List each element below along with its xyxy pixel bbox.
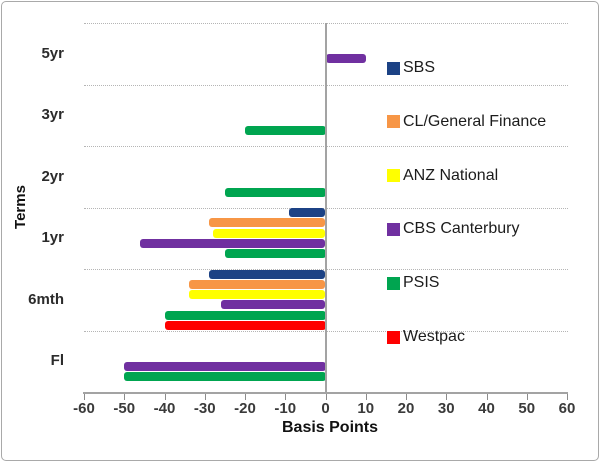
- x-axis-title: Basis Points: [281, 419, 379, 436]
- y-axis-title: Terms: [12, 185, 29, 229]
- legend-label-westpac: Westpac: [403, 328, 465, 345]
- bar-cbs-canterbury-6mth: [220, 300, 326, 310]
- legend-swatch-psis-icon: [387, 276, 400, 290]
- x-tick-label: -20: [234, 400, 256, 417]
- category-label-1yr: 1yr: [41, 229, 64, 247]
- legend-swatch-cbs-canterbury-icon: [387, 222, 400, 236]
- category-label-2yr: 2yr: [41, 167, 64, 185]
- x-tick-label: -50: [113, 400, 136, 417]
- x-axis-tick: [325, 394, 327, 400]
- bar-cbs-canterbury-fl: [124, 361, 326, 371]
- x-axis-tick: [285, 394, 287, 400]
- bar-sbs-6mth: [208, 269, 326, 279]
- x-axis-tick: [204, 394, 206, 400]
- x-axis-tick: [406, 394, 407, 400]
- bar-cbs-canterbury-1yr: [140, 238, 326, 248]
- bar-cbs-canterbury-5yr: [325, 54, 366, 64]
- legend-label-psis: PSIS: [403, 274, 440, 292]
- legend-item-anz-national: ANZ National: [387, 167, 498, 185]
- x-tick-label: 0: [321, 400, 330, 417]
- bar-cl-general-finance-1yr: [208, 218, 326, 228]
- legend-item-westpac: Westpac: [387, 328, 465, 346]
- x-tick-label: 60: [558, 400, 576, 417]
- legend-item-psis: PSIS: [387, 274, 439, 292]
- legend-label-cl-general-finance: CL/General Finance: [403, 112, 547, 130]
- x-axis-line: [83, 392, 568, 394]
- legend-label-sbs: SBS: [403, 59, 436, 76]
- x-axis-tick: [365, 394, 367, 400]
- bar-anz-national-6mth: [188, 290, 326, 300]
- x-tick-label: 10: [357, 400, 375, 417]
- x-axis-tick: [245, 394, 246, 400]
- zero-axis-line: [324, 23, 327, 392]
- x-axis-tick: [164, 394, 166, 400]
- legend-item-sbs: SBS: [387, 59, 435, 77]
- bar-psis-1yr: [224, 249, 326, 259]
- x-tick-label: 30: [437, 400, 455, 417]
- legend-label-anz-national: ANZ National: [403, 166, 499, 184]
- legend-swatch-westpac-icon: [387, 330, 400, 344]
- x-tick-label: -40: [153, 400, 176, 417]
- bar-psis-fl: [124, 372, 326, 382]
- legend-swatch-cl-general-finance-icon: [387, 115, 400, 129]
- x-tick-label: 50: [518, 400, 536, 417]
- bar-psis-6mth: [164, 310, 326, 320]
- bar-sbs-1yr: [289, 208, 326, 218]
- x-tick-label: -30: [193, 400, 216, 417]
- legend-item-cl-general-finance: CL/General Finance: [387, 113, 546, 131]
- bar-cl-general-finance-6mth: [188, 279, 326, 289]
- x-axis-tick: [567, 394, 568, 400]
- x-axis-tick: [446, 394, 448, 400]
- bar-psis-2yr: [224, 187, 326, 197]
- x-axis-tick: [526, 394, 528, 400]
- legend-label-cbs-canterbury: CBS Canterbury: [403, 220, 520, 238]
- legend-swatch-sbs-icon: [387, 61, 400, 75]
- x-axis-tick: [84, 394, 85, 400]
- category-label-3yr: 3yr: [41, 106, 64, 124]
- category-label-5yr: 5yr: [41, 44, 64, 62]
- bar-westpac-6mth: [164, 320, 326, 330]
- legend-item-cbs-canterbury: CBS Canterbury: [387, 220, 520, 238]
- category-label-6mth: 6mth: [28, 290, 64, 308]
- bar-psis-3yr: [245, 126, 326, 136]
- legend-swatch-anz-national-icon: [387, 169, 400, 183]
- x-tick-label: 40: [478, 400, 495, 417]
- x-axis-tick: [486, 394, 488, 400]
- category-label-fl: Fl: [50, 352, 64, 370]
- bar-anz-national-1yr: [212, 228, 326, 238]
- x-axis-tick: [124, 394, 126, 400]
- x-tick-label: -10: [274, 400, 297, 417]
- x-tick-label: -60: [73, 400, 95, 417]
- x-tick-label: 20: [397, 400, 415, 417]
